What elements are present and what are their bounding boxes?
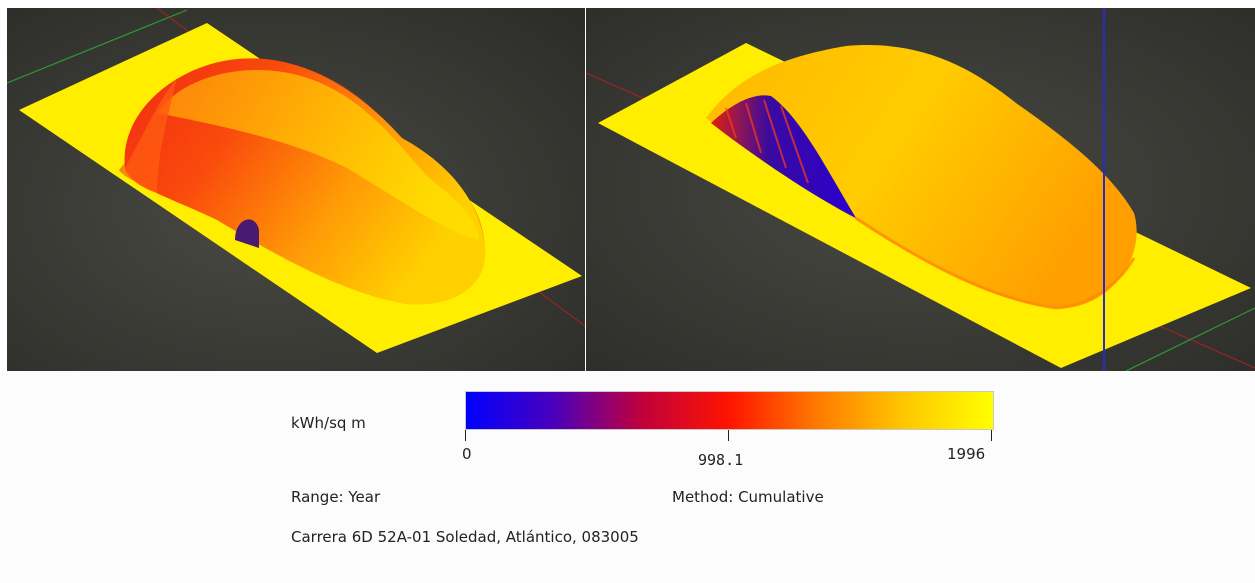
green-axis-line: [1125, 307, 1255, 371]
ramp-tick-max: [991, 430, 992, 441]
legend-panel: kWh/sq m 0 998.1 1996 Range: Year Method…: [0, 371, 1255, 583]
ramp-tick-mid: [728, 430, 729, 441]
building-cutout: [711, 95, 856, 218]
viewport-left[interactable]: [7, 8, 585, 371]
building-mass: [706, 45, 1137, 308]
ramp-mid-label: 998.1: [698, 451, 744, 469]
radiation-model-left: [7, 8, 585, 371]
cutout-ribs: [725, 99, 809, 184]
ramp-min-label: 0: [462, 445, 472, 463]
color-ramp: [465, 391, 994, 430]
radiation-model-right: [586, 8, 1255, 371]
viewport-right[interactable]: [586, 8, 1255, 371]
ramp-max-label: 1996: [947, 445, 986, 463]
opening-shadow: [235, 219, 259, 248]
green-axis-line: [7, 9, 188, 84]
address-label: Carrera 6D 52A-01 Soledad, Atlántico, 08…: [291, 528, 639, 546]
building-lower-edge: [855, 216, 1136, 310]
ramp-tick-min: [465, 430, 466, 441]
method-label: Method: Cumulative: [672, 488, 824, 506]
building-roof: [157, 70, 479, 240]
range-label: Range: Year: [291, 488, 381, 506]
unit-label: kWh/sq m: [291, 414, 366, 432]
building-end-face: [125, 78, 177, 193]
